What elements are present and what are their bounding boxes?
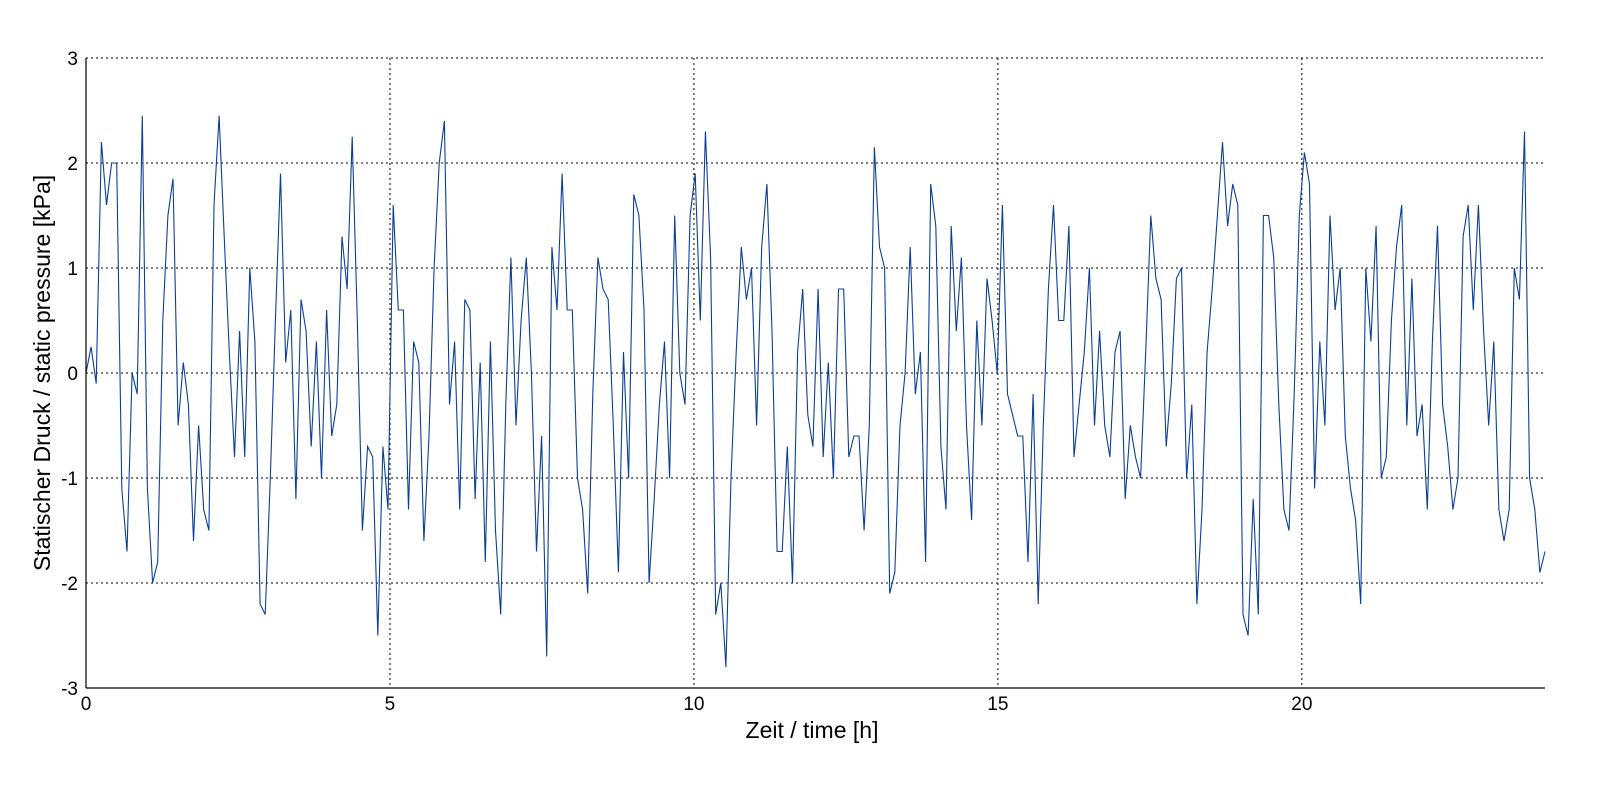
- x-tick-label: 15: [987, 694, 1008, 715]
- y-tick-label: -1: [61, 469, 78, 490]
- y-axis-label: Statischer Druck / static pressure [kPa]: [29, 175, 55, 571]
- y-tick-label: 3: [67, 49, 78, 70]
- x-axis-label: Zeit / time [h]: [746, 717, 879, 743]
- series-line-static-pressure: [85, 115, 1546, 668]
- y-tick-label: 1: [67, 259, 78, 280]
- y-tick-label: -3: [61, 679, 78, 700]
- y-tick-label: 2: [67, 154, 78, 175]
- x-tick-label: 20: [1291, 694, 1312, 715]
- y-tick-label: -2: [61, 574, 78, 595]
- y-tick-label: 0: [67, 364, 78, 385]
- tick-labels: -3 -2 -1 0 1 2 3 0 5 10 15 20: [61, 49, 1312, 715]
- x-tick-label: 5: [385, 694, 396, 715]
- x-tick-label: 0: [81, 694, 92, 715]
- x-tick-label: 10: [683, 694, 704, 715]
